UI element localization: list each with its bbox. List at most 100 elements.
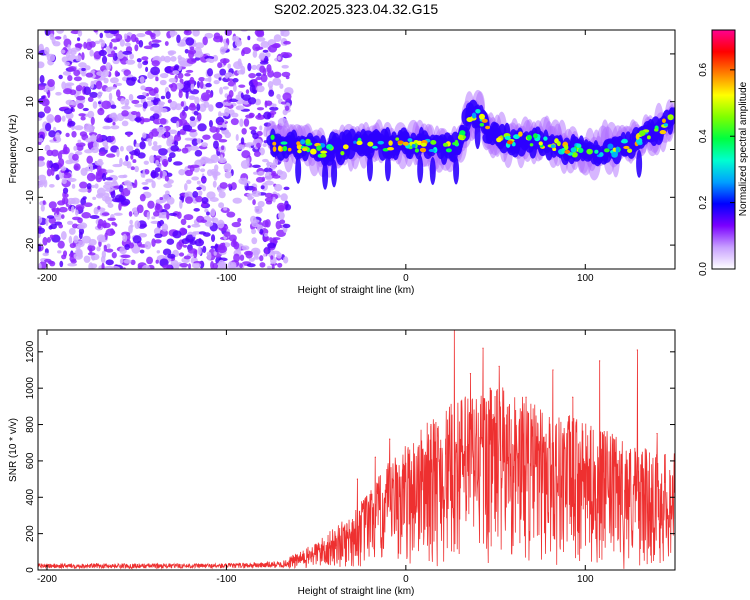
noise-blob	[97, 101, 102, 105]
noise-blob	[160, 95, 166, 100]
noise-blob	[111, 251, 117, 259]
noise-blob	[193, 250, 198, 259]
ridge-hotspot	[277, 145, 282, 152]
noise-blob	[119, 145, 124, 152]
noise-blob	[190, 82, 195, 91]
noise-blob	[189, 102, 196, 108]
noise-blob	[142, 186, 150, 190]
noise-blob	[95, 173, 103, 183]
noise-blob	[122, 50, 133, 55]
noise-blob	[96, 246, 101, 252]
noise-blob	[184, 183, 188, 191]
noise-blob	[209, 197, 219, 202]
noise-blob	[270, 162, 277, 170]
noise-blob	[159, 170, 163, 179]
noise-blob	[239, 254, 245, 261]
noise-blob	[51, 149, 59, 157]
noise-blob	[265, 200, 273, 205]
noise-blob	[264, 171, 273, 181]
noise-blob	[89, 132, 98, 137]
snr-peak-point	[469, 373, 472, 375]
noise-blob	[206, 211, 210, 216]
noise-blob	[86, 182, 92, 190]
noise-blob	[75, 84, 83, 92]
ridge-hotspot	[320, 150, 328, 154]
noise-blob	[139, 193, 146, 202]
noise-blob	[139, 76, 145, 84]
ridge-spike	[366, 153, 373, 182]
noise-blob	[62, 70, 72, 76]
noise-blob	[184, 169, 193, 177]
noise-blob	[159, 196, 164, 201]
noise-blob	[177, 72, 184, 79]
noise-blob	[245, 89, 250, 95]
noise-blob	[159, 117, 167, 125]
noise-blob	[47, 89, 51, 99]
noise-blob	[256, 36, 266, 42]
noise-blob	[259, 255, 264, 262]
noise-blob	[55, 91, 62, 96]
snr-peak-point	[356, 478, 358, 480]
noise-blob	[38, 174, 47, 182]
noise-blob	[189, 145, 200, 151]
snr-y-tick-label: 1200	[25, 340, 36, 363]
noise-blob	[72, 153, 79, 161]
noise-blob	[67, 44, 71, 51]
noise-blob	[106, 153, 116, 158]
noise-blob	[142, 169, 146, 179]
ridge-hotspot	[471, 112, 477, 119]
snr-panel: -200 -100 0 100 0 200 400 600 800 1000 1200 Heigh…	[8, 329, 676, 597]
noise-blob	[44, 46, 50, 56]
noise-blob	[165, 91, 171, 100]
noise-blob	[154, 204, 163, 213]
noise-blob	[148, 141, 152, 147]
noise-blob	[125, 155, 129, 162]
noise-blob	[185, 37, 195, 46]
noise-blob	[166, 179, 174, 184]
ridge-hotspot	[478, 113, 485, 120]
noise-blob	[98, 218, 104, 226]
noise-blob	[241, 127, 247, 135]
noise-blob	[276, 252, 282, 259]
noise-blob	[241, 47, 251, 55]
noise-blob	[104, 181, 113, 186]
noise-blob	[153, 98, 159, 105]
noise-blob	[137, 152, 146, 159]
noise-blob	[284, 203, 292, 211]
noise-blob	[280, 101, 287, 105]
noise-blob	[67, 66, 77, 72]
noise-blob	[231, 221, 242, 228]
ridge-hotspot	[667, 114, 674, 121]
noise-blob	[67, 177, 77, 183]
noise-blob	[83, 202, 93, 208]
noise-blob	[38, 182, 41, 189]
noise-blob	[46, 237, 52, 243]
ridge-hotspot	[416, 140, 423, 146]
ridge-spike	[636, 149, 643, 178]
ridge-hotspot	[272, 141, 277, 146]
noise-blob	[44, 30, 51, 37]
ridge-hotspot	[442, 142, 449, 147]
noise-blob	[168, 212, 178, 217]
noise-blob	[122, 161, 130, 167]
noise-blob	[40, 204, 45, 212]
ridge-hotspot	[272, 146, 277, 152]
noise-blob	[102, 125, 112, 130]
noise-blob	[152, 211, 160, 217]
noise-blob	[159, 79, 167, 86]
noise-blob	[137, 62, 143, 69]
noise-blob	[230, 118, 239, 126]
noise-blob	[196, 180, 201, 185]
snr-x-tick-label: -100	[216, 574, 236, 585]
noise-blob	[184, 196, 193, 204]
noise-blob	[212, 262, 219, 269]
noise-blob	[105, 248, 114, 253]
noise-blob	[188, 50, 195, 59]
noise-blob	[102, 69, 110, 77]
noise-blob	[264, 100, 273, 106]
snr-peak-point	[498, 365, 500, 367]
noise-blob	[186, 179, 192, 185]
ridge-hotspot	[561, 147, 566, 154]
noise-blob	[130, 154, 134, 160]
noise-blob	[212, 217, 219, 224]
